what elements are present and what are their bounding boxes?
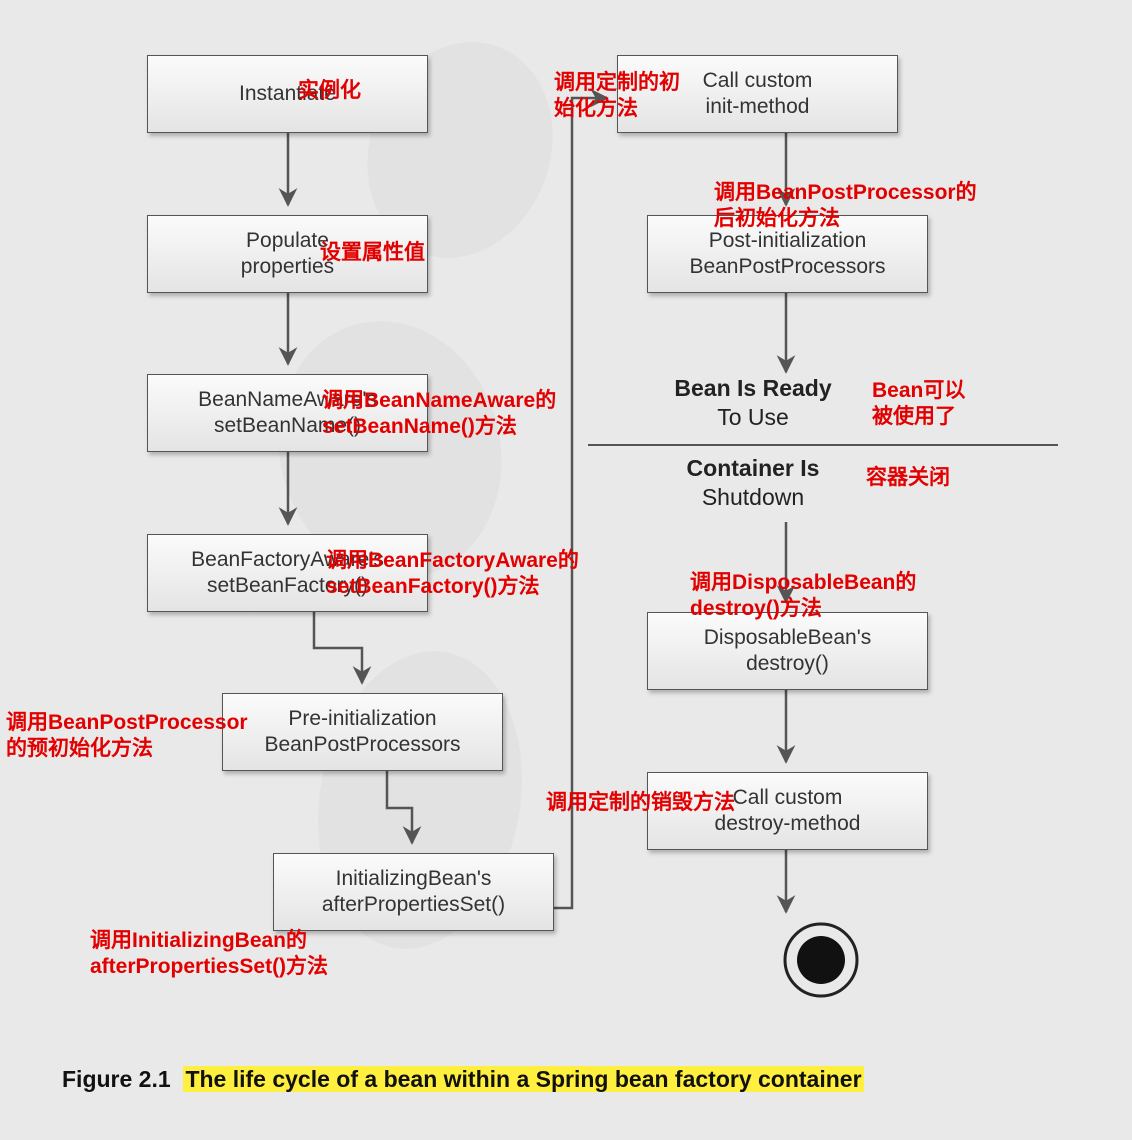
separator-line: [588, 444, 1058, 446]
caption-prefix: Figure 2.1: [62, 1066, 171, 1092]
arrow: [314, 612, 362, 683]
node-afterpropertiesset: InitializingBean'safterPropertiesSet(): [273, 853, 554, 931]
annotation: 调用BeanPostProcessor 的预初始化方法: [6, 710, 248, 763]
caption-text: The life cycle of a bean within a Spring…: [185, 1066, 861, 1092]
node-destroy: DisposableBean'sdestroy(): [647, 612, 928, 690]
diagram-canvas: Instantiate Populateproperties BeanNameA…: [0, 0, 1132, 1140]
node-label: Call customdestroy-method: [715, 785, 861, 838]
node-label: Pre-initializationBeanPostProcessors: [264, 706, 460, 759]
annotation: 调用定制的初 始化方法: [554, 70, 680, 123]
node-label: Call custominit-method: [703, 68, 813, 121]
annotation: 调用定制的销毁方法: [546, 790, 735, 816]
annotation: 调用BeanFactoryAware的 setBeanFactory()方法: [326, 548, 579, 601]
annotation: 容器关闭: [866, 465, 950, 491]
annotation: 调用DisposableBean的 destroy()方法: [690, 570, 916, 623]
annotation: Bean可以 被使用了: [872, 378, 965, 431]
node-pre-init: Pre-initializationBeanPostProcessors: [222, 693, 503, 771]
text-shutdown: Container IsShutdown: [648, 454, 858, 512]
arrow: [554, 98, 607, 908]
node-label: Post-initializationBeanPostProcessors: [689, 228, 885, 281]
node-instantiate: Instantiate: [147, 55, 428, 133]
annotation: 调用InitializingBean的 afterPropertiesSet()…: [90, 928, 328, 981]
node-label: DisposableBean'sdestroy(): [704, 625, 871, 678]
annotation: 设置属性值: [320, 240, 425, 266]
annotation: 实例化: [298, 78, 361, 104]
annotation: 调用BeanPostProcessor的 后初始化方法: [714, 180, 977, 233]
text-ready: Bean Is ReadyTo Use: [648, 374, 858, 432]
annotation: 调用BeanNameAware的 setBeanName()方法: [322, 388, 556, 441]
end-terminator-icon: [785, 924, 857, 996]
node-label: InitializingBean'safterPropertiesSet(): [322, 866, 505, 919]
figure-caption: Figure 2.1 The life cycle of a bean with…: [62, 1066, 864, 1093]
